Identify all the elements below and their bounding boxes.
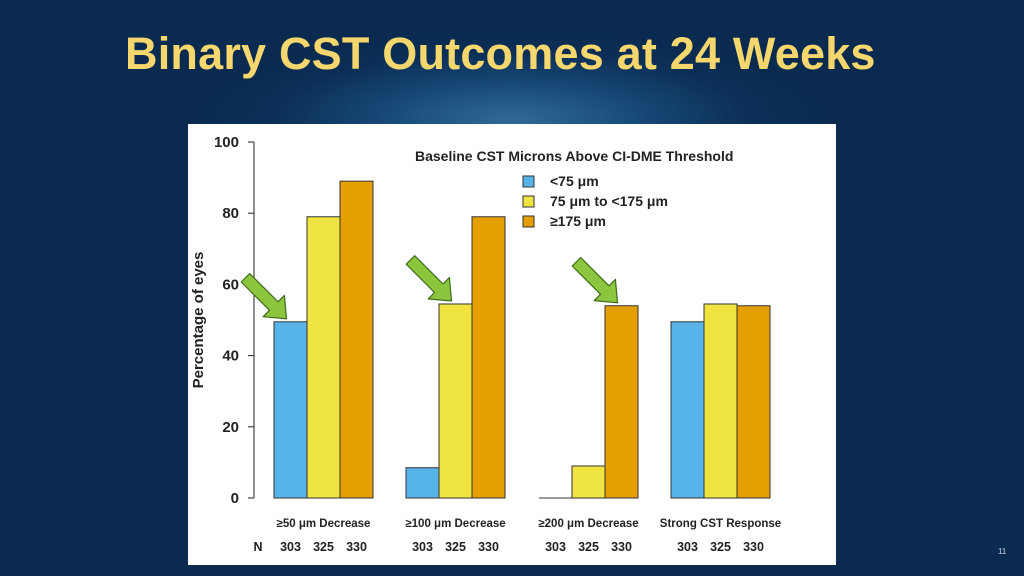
legend-label-2: ≥175 μm	[550, 213, 606, 229]
bar-3-0	[670, 321, 705, 499]
bar-3-2	[736, 305, 771, 499]
n-value: 330	[743, 540, 764, 554]
bar-3-1	[703, 303, 738, 499]
n-value: 303	[280, 540, 301, 554]
n-value: 330	[346, 540, 367, 554]
n-value: 303	[412, 540, 433, 554]
n-value: 330	[478, 540, 499, 554]
bar-1-1	[438, 303, 473, 499]
y-tick-label: 60	[222, 276, 239, 293]
n-value: 303	[545, 540, 566, 554]
arrow-annotation-2	[571, 256, 619, 304]
legend-title: Baseline CST Microns Above CI-DME Thresh…	[415, 148, 733, 164]
arrow-annotation-1	[405, 255, 453, 302]
slide-title: Binary CST Outcomes at 24 Weeks	[125, 28, 876, 79]
n-value: 325	[445, 540, 466, 554]
y-tick-label: 0	[231, 490, 239, 507]
legend-label-0: <75 μm	[550, 173, 599, 189]
x-category-label: ≥50 μm Decrease	[277, 518, 371, 530]
chart-panel: 0 20 40 60 80 100 Percentage of eyes ≥50 μm Dec…	[188, 124, 836, 565]
bar-1-0	[405, 467, 440, 499]
legend-label-1: 75 μm to <175 μm	[550, 193, 668, 209]
page-number: 11	[998, 547, 1007, 556]
bar-1-2	[471, 216, 506, 499]
bar-0-0	[273, 321, 308, 499]
n-value: 303	[677, 540, 698, 554]
y-tick-label: 80	[222, 205, 239, 222]
legend-swatch-0	[522, 175, 535, 188]
n-row-label: N	[253, 540, 262, 554]
y-tick-label: 100	[214, 134, 239, 151]
y-axis-label: Percentage of eyes	[190, 252, 207, 389]
x-category-label: Strong CST Response	[660, 518, 781, 530]
x-category-label: ≥100 μm Decrease	[405, 518, 505, 530]
bar-2-1	[571, 465, 606, 499]
bar-0-2	[339, 180, 374, 499]
n-value: 325	[710, 540, 731, 554]
bar-chart: 0 20 40 60 80 100 Percentage of eyes ≥50 μm Dec…	[190, 134, 781, 554]
x-category-label: ≥200 μm Decrease	[538, 518, 638, 530]
legend-swatch-2	[522, 215, 535, 228]
n-value: 325	[313, 540, 334, 554]
legend-swatch-1	[522, 195, 535, 208]
y-tick-label: 20	[222, 419, 239, 436]
y-tick-label: 40	[222, 348, 239, 365]
bar-0-1	[306, 216, 341, 499]
bar-2-2	[604, 305, 639, 499]
arrow-annotation-0	[240, 272, 288, 320]
n-value: 325	[578, 540, 599, 554]
n-value: 330	[611, 540, 632, 554]
